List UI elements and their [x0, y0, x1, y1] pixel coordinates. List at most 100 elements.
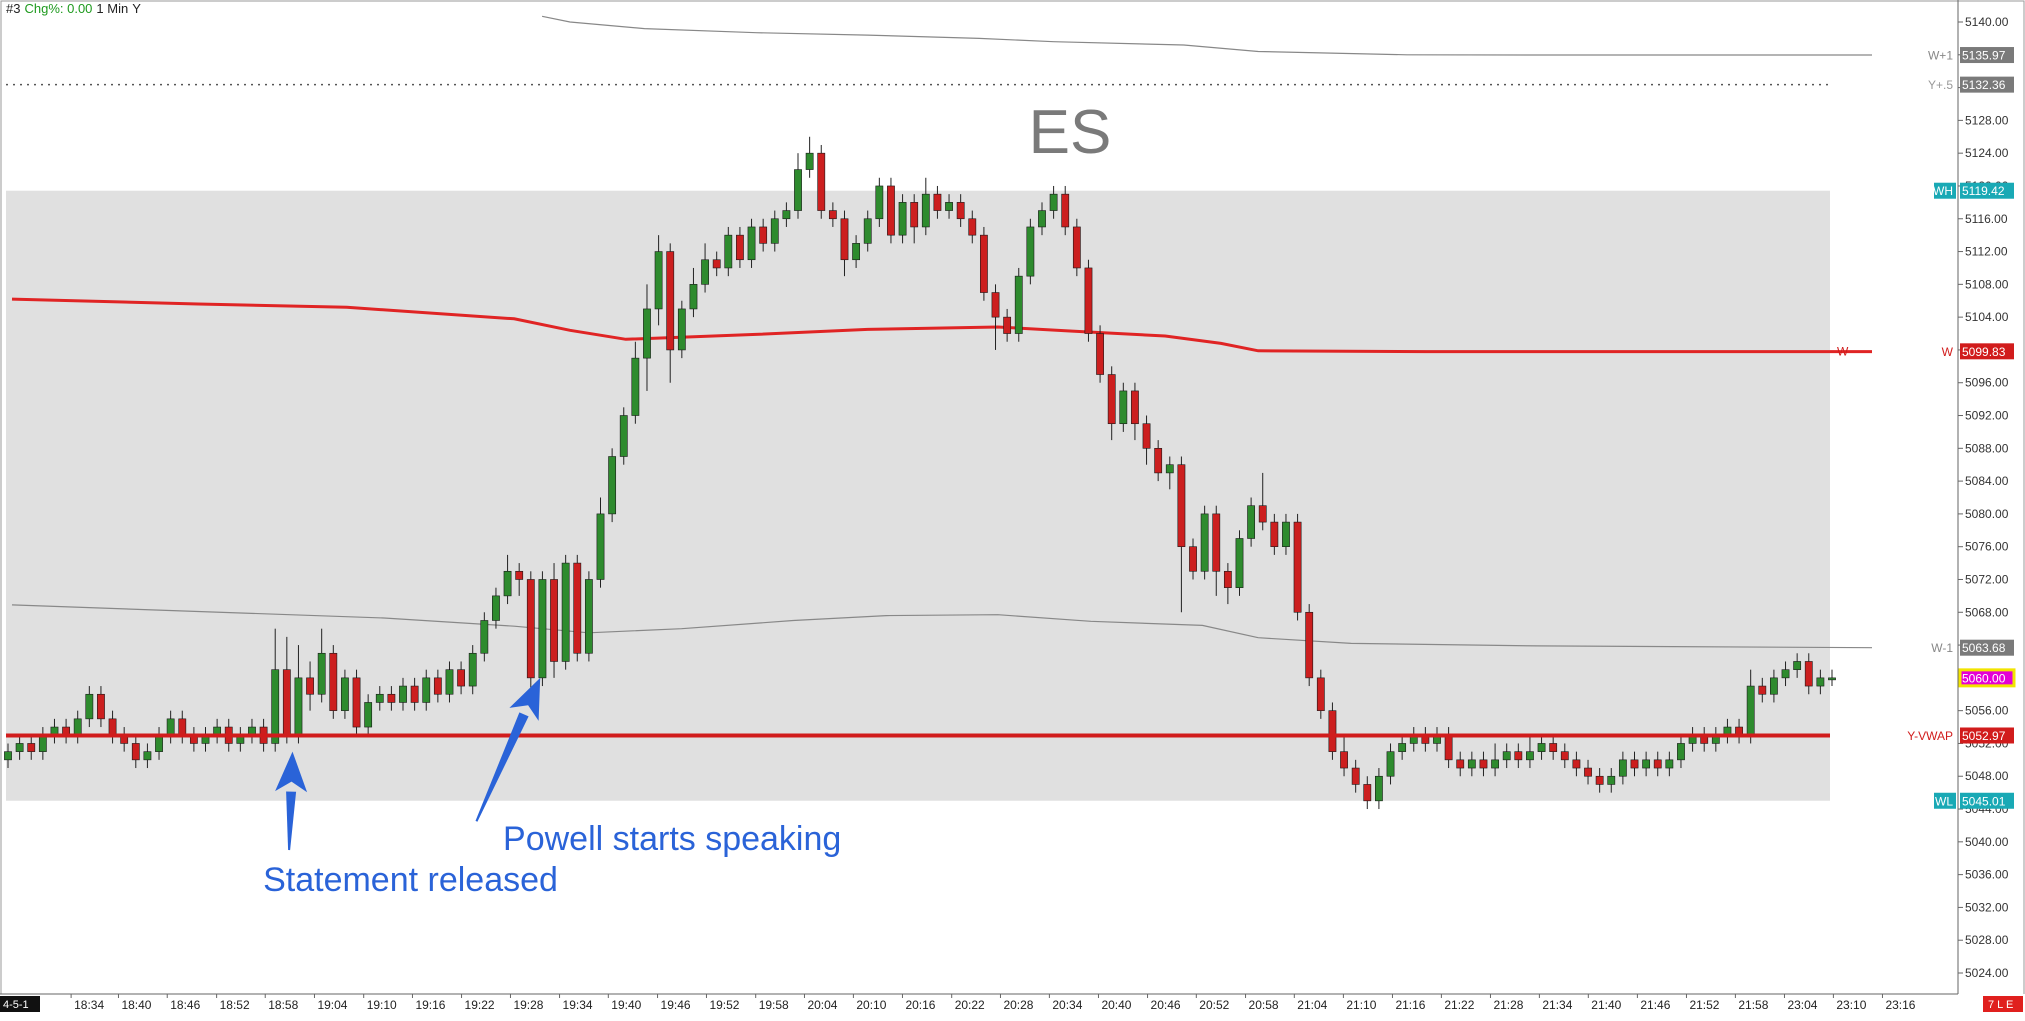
candle-body[interactable] [1514, 751, 1523, 761]
candle-body[interactable] [677, 308, 686, 351]
candle-body[interactable] [573, 562, 582, 654]
candle-body[interactable] [317, 652, 326, 695]
candle-body[interactable] [503, 570, 512, 597]
candle-body[interactable] [887, 185, 895, 236]
candle-body[interactable] [131, 743, 140, 761]
candle-body[interactable] [561, 562, 570, 662]
candle-body[interactable] [282, 669, 291, 736]
candle-body[interactable] [329, 652, 338, 711]
candle-body[interactable] [747, 226, 756, 261]
candle-body[interactable] [596, 513, 605, 580]
candle-body[interactable] [724, 234, 733, 269]
candle-body[interactable] [480, 620, 489, 654]
candle-body[interactable] [1549, 743, 1558, 752]
candle-body[interactable] [143, 751, 152, 761]
candle-body[interactable] [97, 693, 105, 720]
candle-body[interactable] [631, 357, 640, 416]
candle-body[interactable] [1828, 677, 1836, 681]
candle-body[interactable] [433, 677, 442, 695]
candle-body[interactable] [550, 579, 558, 662]
candle-body[interactable] [1491, 759, 1499, 769]
candle-body[interactable] [1537, 743, 1546, 752]
candle-body[interactable] [1165, 464, 1174, 474]
candle-body[interactable] [1677, 743, 1685, 761]
candle-body[interactable] [770, 218, 779, 244]
candle-body[interactable] [1014, 275, 1023, 334]
candle-body[interactable] [364, 702, 373, 728]
candle-body[interactable] [921, 193, 930, 228]
candle-body[interactable] [15, 743, 24, 752]
candle-body[interactable] [1479, 759, 1488, 769]
candle-body[interactable] [375, 693, 384, 703]
candle-body[interactable] [38, 734, 47, 752]
candle-body[interactable] [1061, 193, 1070, 228]
candle-body[interactable] [805, 152, 814, 170]
candle-body[interactable] [689, 284, 698, 310]
candle-body[interactable] [1758, 685, 1767, 695]
candle-body[interactable] [399, 685, 407, 703]
candle-body[interactable] [1467, 759, 1476, 769]
candle-body[interactable] [1595, 775, 1604, 785]
candle-body[interactable] [736, 234, 744, 261]
candle-body[interactable] [1142, 423, 1151, 449]
candle-body[interactable] [178, 718, 187, 736]
candle-body[interactable] [840, 218, 849, 261]
candle-body[interactable] [1456, 759, 1465, 769]
candle-body[interactable] [1398, 743, 1407, 752]
candle-body[interactable] [445, 669, 454, 695]
candle-body[interactable] [1340, 751, 1348, 769]
candle-body[interactable] [945, 202, 953, 211]
candle-body[interactable] [1781, 669, 1790, 679]
candle-body[interactable] [492, 595, 500, 621]
candle-body[interactable] [1793, 661, 1802, 670]
candle-body[interactable] [1351, 767, 1360, 785]
candle-body[interactable] [155, 734, 163, 752]
candle-body[interactable] [1282, 521, 1290, 547]
candle-body[interactable] [4, 751, 12, 761]
candle-body[interactable] [1665, 759, 1674, 769]
candle-body[interactable] [410, 685, 419, 703]
candle-body[interactable] [643, 308, 651, 359]
candle-body[interactable] [306, 677, 314, 695]
candle-body[interactable] [608, 456, 617, 515]
candle-body[interactable] [1177, 464, 1186, 547]
candle-body[interactable] [108, 718, 117, 736]
candle-body[interactable] [538, 579, 547, 679]
candle-body[interactable] [1444, 734, 1453, 761]
candle-body[interactable] [1305, 611, 1314, 679]
candle-body[interactable] [1572, 759, 1581, 769]
candle-body[interactable] [910, 202, 919, 228]
candle-body[interactable] [1653, 759, 1662, 769]
interval-label[interactable]: 1 Min [96, 1, 129, 16]
candle-body[interactable] [1258, 505, 1267, 523]
candle-body[interactable] [1770, 677, 1778, 695]
candle-body[interactable] [1293, 521, 1302, 613]
candle-body[interactable] [968, 218, 977, 236]
candle-body[interactable] [1072, 226, 1081, 269]
candle-body[interactable] [387, 693, 396, 703]
candle-body[interactable] [468, 652, 477, 687]
candle-body[interactable] [817, 152, 826, 211]
candle-body[interactable] [526, 579, 535, 679]
candle-body[interactable] [1107, 374, 1116, 425]
candle-body[interactable] [1642, 759, 1651, 769]
candle-body[interactable] [1607, 775, 1616, 785]
candle-body[interactable] [1131, 390, 1139, 425]
candle-body[interactable] [828, 210, 837, 220]
candle-body[interactable] [1560, 751, 1569, 761]
candle-body[interactable] [1049, 193, 1058, 211]
candle-body[interactable] [1223, 570, 1232, 588]
candle-body[interactable] [1189, 546, 1197, 572]
candle-body[interactable] [863, 218, 872, 244]
candle-body[interactable] [1526, 751, 1534, 761]
candle-body[interactable] [341, 677, 349, 711]
candle-body[interactable] [701, 259, 709, 285]
candle-body[interactable] [1154, 448, 1163, 474]
candle-body[interactable] [979, 234, 988, 293]
candle-body[interactable] [1026, 226, 1035, 277]
candle-body[interactable] [852, 243, 861, 261]
candle-body[interactable] [956, 202, 965, 220]
candle-body[interactable] [782, 210, 791, 220]
candle-body[interactable] [1270, 521, 1279, 547]
candle-body[interactable] [1746, 685, 1755, 736]
